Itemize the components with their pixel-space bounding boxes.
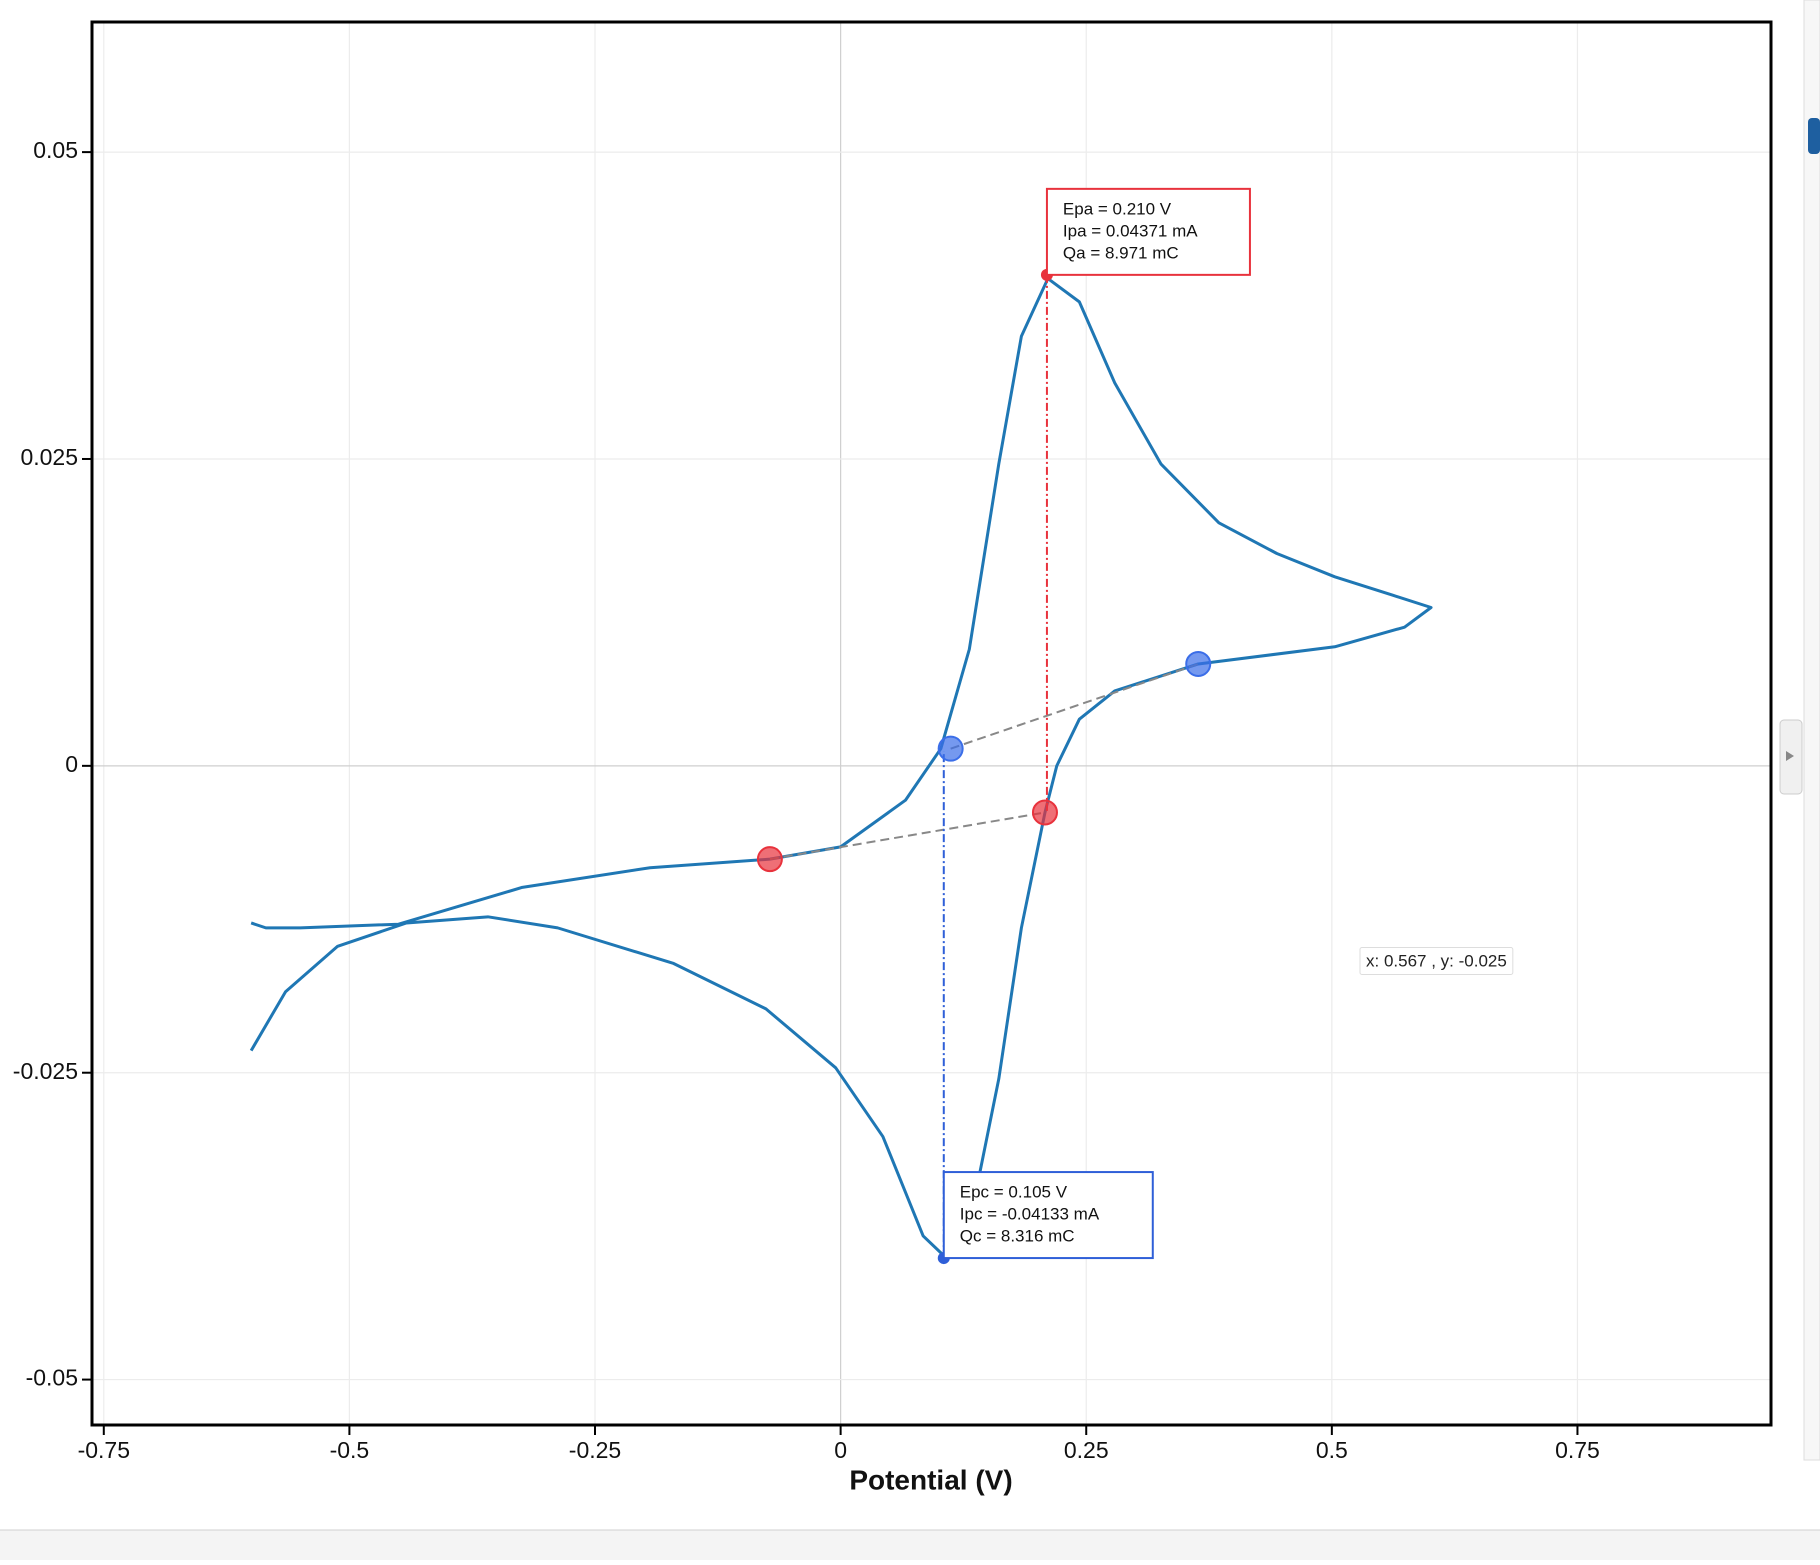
baseline-point	[937, 735, 964, 762]
y-tick-label: -0.05	[26, 1365, 78, 1391]
x-tick-label: -0.25	[569, 1437, 621, 1463]
peak-label-text: Qa = 8.971 mC	[1063, 243, 1179, 262]
peak-label-text: Ipc = -0.04133 mA	[960, 1205, 1100, 1224]
peak-label-box	[1045, 187, 1251, 276]
x-tick-label: -0.5	[330, 1437, 370, 1463]
cursor-tooltip-box	[1359, 946, 1514, 975]
x-tick-label: 0.25	[1064, 1437, 1109, 1463]
y-tick-label: 0	[65, 751, 78, 777]
peak-label-text: Epa = 0.210 V	[1063, 199, 1172, 218]
y-tick-label: 0.05	[33, 137, 78, 163]
peak-label-text: Ipa = 0.04371 mA	[1063, 221, 1198, 240]
cursor-tooltip: x: 0.567 , y: -0.025	[1366, 951, 1507, 970]
x-tick-label: 0	[834, 1437, 847, 1463]
side-toggle-arrow	[1786, 751, 1794, 761]
peak-label-text: Qc = 8.316 mC	[960, 1227, 1075, 1246]
peak-label-box	[942, 1171, 1154, 1260]
status-bar	[0, 1530, 1820, 1560]
baseline-point	[756, 846, 783, 873]
scrollbar[interactable]	[1803, 0, 1820, 1461]
baseline-point	[1185, 650, 1212, 677]
cv-curve	[249, 277, 1433, 1258]
baseline-point	[1031, 799, 1058, 826]
x-axis-title: Potential (V)	[849, 1464, 1012, 1495]
x-tick-label: -0.75	[78, 1437, 130, 1463]
y-tick-label: -0.025	[13, 1058, 78, 1084]
baseline	[950, 663, 1199, 750]
x-tick-label: 0.75	[1555, 1437, 1600, 1463]
scroll-thumb[interactable]	[1808, 118, 1820, 154]
y-tick-label: 0.025	[20, 444, 78, 470]
baseline	[769, 811, 1046, 861]
peak-label-text: Epc = 0.105 V	[960, 1183, 1068, 1202]
x-tick-label: 0.5	[1316, 1437, 1348, 1463]
plot-frame	[90, 20, 1773, 1427]
